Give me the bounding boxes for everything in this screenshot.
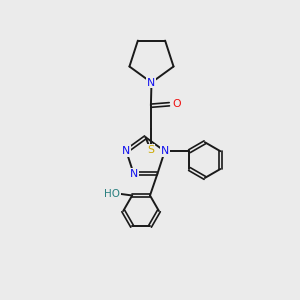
Text: N: N — [160, 146, 169, 156]
Text: O: O — [173, 99, 182, 109]
Text: S: S — [147, 145, 155, 155]
Text: N: N — [147, 77, 156, 88]
Text: HO: HO — [104, 189, 120, 199]
Text: N: N — [130, 169, 138, 179]
Text: N: N — [122, 146, 130, 156]
